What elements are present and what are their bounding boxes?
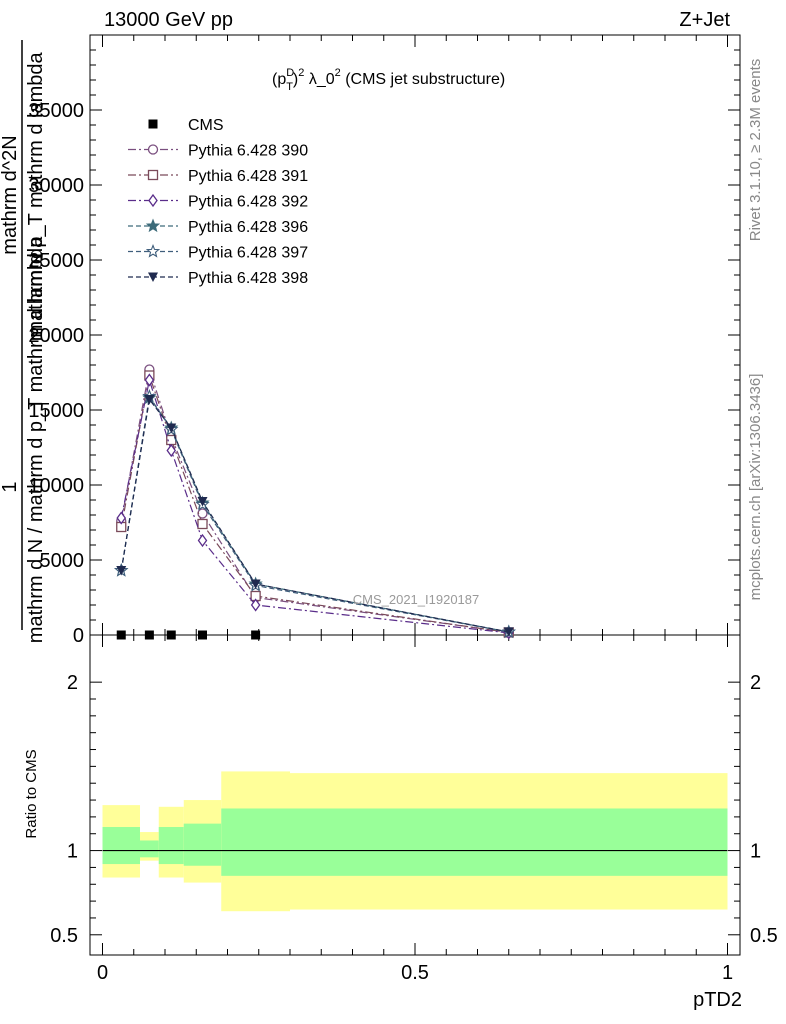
- plot-title: (pD T)2 λ_02 (CMS jet substructure): [272, 67, 505, 93]
- series-line: [120, 379, 509, 634]
- data-point: [166, 443, 177, 458]
- ylabel-line1: 1: [0, 481, 21, 492]
- ratio-band-inner-1: [140, 840, 159, 858]
- y-tick-label: 35000: [28, 100, 84, 122]
- legend-entry: Pythia 6.428 390: [128, 143, 308, 160]
- data-point: [116, 630, 126, 640]
- main-series: [114, 364, 516, 640]
- data-point: [197, 533, 208, 548]
- data-point: [197, 497, 208, 507]
- ratio-y-tick-label-left: 2: [67, 672, 78, 694]
- ratio-axis-ticks: 0 0.5 1 0.5 0.5 1 1 2 2: [50, 635, 778, 984]
- x-tick-label: 0: [97, 962, 108, 984]
- y-tick-label: 10000: [28, 475, 84, 497]
- y-tick-label: 25000: [28, 250, 84, 272]
- series-line: [120, 398, 509, 633]
- legend-label: CMS: [188, 117, 224, 134]
- ratio-y-tick-label-left: 1: [67, 841, 78, 863]
- legend-marker: [148, 272, 158, 282]
- ratio-band-inner-5: [290, 808, 728, 876]
- data-point: [116, 511, 127, 525]
- data-point: [198, 630, 207, 640]
- legend-entry: Pythia 6.428 396: [128, 218, 308, 236]
- rivet-label: Rivet 3.1.10, ≥ 2.3M events: [747, 59, 764, 242]
- legend-entry: Pythia 6.428 398: [128, 270, 308, 287]
- legend: CMS Pythia 6.428 390 Pythia 6.428 391 Pythi…: [128, 117, 308, 287]
- legend-marker: [147, 169, 159, 181]
- ylabel-line3a: mathrm d^2N: [0, 135, 21, 254]
- legend-marker: [145, 243, 161, 258]
- ratio-band-inner-0: [102, 827, 140, 865]
- legend-marker: [147, 144, 159, 155]
- mcplots-label: mcplots.cern.ch [arXiv:1306.3436]: [747, 374, 764, 601]
- ylabel-line2: mathrm d N / mathrm d p_T mathrm d lambd…: [25, 236, 47, 643]
- ratio-y-tick-label-right: 1: [750, 841, 761, 863]
- analysis-watermark: CMS_2021_I1920187: [353, 592, 480, 607]
- legend-entry: Pythia 6.428 392: [128, 194, 308, 211]
- data-point: [144, 395, 155, 405]
- legend-marker: [148, 193, 158, 208]
- ratio-band-inner-3: [183, 823, 222, 866]
- x-tick-label: 1: [722, 962, 733, 984]
- ratio-band-inner-2: [158, 827, 184, 865]
- data-point: [250, 579, 261, 589]
- y-tick-label: 5000: [40, 550, 85, 572]
- legend-marker: [148, 119, 158, 129]
- x-tick-label: 0.5: [401, 962, 429, 984]
- data-point: [250, 598, 261, 612]
- data-point: [166, 630, 176, 640]
- ratio-bands: [102, 771, 728, 912]
- ratio-y-tick-label-right: 2: [750, 672, 761, 694]
- data-point: [197, 518, 208, 530]
- data-point: [197, 508, 208, 519]
- legend-entry: Pythia 6.428 397: [128, 243, 308, 262]
- ratio-y-tick-label-left: 0.5: [50, 925, 78, 947]
- data-point: [251, 630, 261, 640]
- y-tick-label: 0: [73, 625, 84, 647]
- legend-entry: CMS: [148, 117, 224, 134]
- y-tick-label: 20000: [28, 325, 84, 347]
- legend-entry: Pythia 6.428 391: [128, 168, 308, 185]
- data-point: [166, 423, 177, 433]
- series-0: [116, 630, 261, 640]
- legend-label: Pythia 6.428 397: [188, 245, 308, 262]
- data-point: [116, 566, 127, 576]
- data-point: [144, 630, 154, 640]
- legend-label: Pythia 6.428 391: [188, 168, 308, 185]
- header-left: 13000 GeV pp: [104, 9, 233, 31]
- legend-marker: [145, 218, 161, 233]
- legend-label: Pythia 6.428 392: [188, 194, 308, 211]
- data-point: [144, 373, 155, 387]
- legend-label: Pythia 6.428 398: [188, 270, 308, 287]
- header-right: Z+Jet: [679, 9, 730, 31]
- ratio-ylabel: Ratio to CMS: [23, 749, 40, 838]
- main-axis-ticks: 0 5000 10000 15000 20000 25000 30000 35000: [28, 35, 740, 647]
- y-tick-label: 30000: [28, 175, 84, 197]
- y-tick-label: 15000: [28, 400, 84, 422]
- ratio-y-tick-label-right: 0.5: [750, 925, 778, 947]
- ratio-xlabel: pTD2: [693, 989, 742, 1011]
- ratio-band-inner-4: [221, 808, 290, 876]
- series-6: [116, 395, 514, 637]
- ylabel-line3b: mathrm d p_T mathrm d lambda: [25, 51, 47, 337]
- legend-label: Pythia 6.428 396: [188, 219, 308, 236]
- legend-label: Pythia 6.428 390: [188, 143, 308, 160]
- data-point: [503, 627, 514, 637]
